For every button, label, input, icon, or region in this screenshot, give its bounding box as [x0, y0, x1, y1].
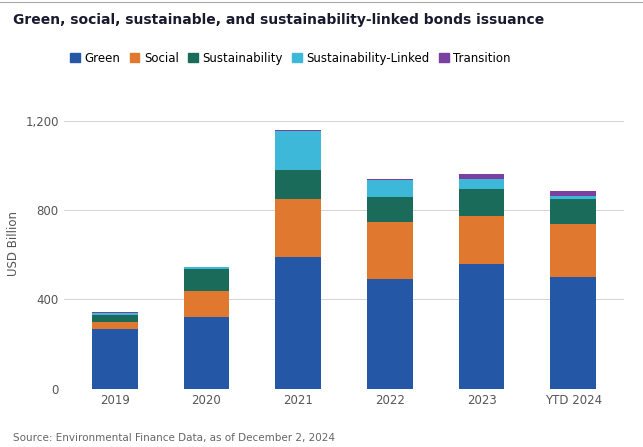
Bar [275, 199, 321, 257]
Bar [550, 196, 596, 199]
Bar [550, 224, 596, 277]
Bar [550, 199, 596, 224]
Bar [458, 189, 505, 216]
Bar [458, 264, 505, 389]
Bar [367, 197, 413, 222]
Bar [275, 257, 321, 389]
Bar [550, 277, 596, 389]
Bar [550, 191, 596, 196]
Bar [92, 329, 138, 389]
Bar [183, 291, 230, 317]
Bar [275, 130, 321, 131]
Bar [458, 179, 505, 189]
Bar [458, 216, 505, 264]
Bar [275, 170, 321, 199]
Bar [367, 180, 413, 197]
Legend: Green, Social, Sustainability, Sustainability-Linked, Transition: Green, Social, Sustainability, Sustainab… [70, 52, 511, 65]
Bar [275, 131, 321, 170]
Bar [367, 279, 413, 389]
Bar [367, 179, 413, 180]
Text: Green, social, sustainable, and sustainability-linked bonds issuance: Green, social, sustainable, and sustaina… [13, 13, 544, 27]
Y-axis label: USD Billion: USD Billion [6, 211, 20, 276]
Text: Source: Environmental Finance Data, as of December 2, 2024: Source: Environmental Finance Data, as o… [13, 433, 335, 443]
Bar [92, 315, 138, 322]
Bar [183, 267, 230, 269]
Bar [458, 174, 505, 179]
Bar [92, 322, 138, 329]
Bar [183, 269, 230, 291]
Bar [183, 317, 230, 389]
Bar [367, 222, 413, 279]
Bar [92, 313, 138, 315]
